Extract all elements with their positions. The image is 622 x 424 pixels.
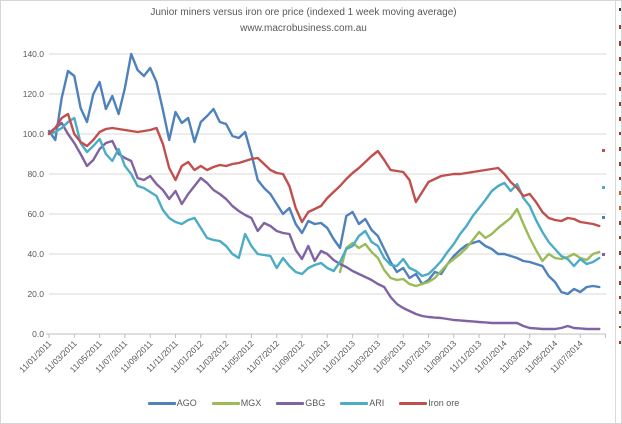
legend-line-swatch xyxy=(147,401,176,405)
edge-mark xyxy=(619,221,621,225)
legend-line-swatch xyxy=(399,401,428,405)
right-margin-artifacts xyxy=(602,1,621,423)
edge-dot xyxy=(602,186,605,189)
edge-dot xyxy=(602,149,605,152)
y-tick-label: 40.0 xyxy=(27,249,44,259)
y-tick-label: 120.0 xyxy=(23,89,45,99)
edge-mark xyxy=(619,281,621,285)
legend-line-swatch xyxy=(211,401,240,405)
series-line-iron-ore xyxy=(47,112,601,228)
edge-mark xyxy=(619,177,621,180)
chart-title: Junior miners versus iron ore price (ind… xyxy=(150,7,457,18)
edge-mark xyxy=(619,191,621,195)
legend-line-swatch xyxy=(340,401,369,405)
y-tick-label: 80.0 xyxy=(27,169,44,179)
series-lines xyxy=(47,52,601,331)
edge-mark xyxy=(619,162,621,166)
edge-mark xyxy=(619,117,621,121)
y-tick-label: 0.0 xyxy=(32,329,44,339)
series-line-ari xyxy=(47,116,601,278)
legend-item-ari: ARI xyxy=(340,398,384,408)
edge-mark xyxy=(619,296,621,299)
legend-label: AGO xyxy=(176,398,197,408)
series-line-ago xyxy=(47,52,601,296)
legend-label: GBG xyxy=(305,398,326,408)
edge-mark xyxy=(619,266,621,269)
edge-mark xyxy=(619,25,621,29)
legend-label: MGX xyxy=(240,398,262,408)
edge-mark xyxy=(619,102,621,106)
edge-mark xyxy=(619,72,621,75)
y-tick-label: 100.0 xyxy=(23,129,45,139)
edge-mark xyxy=(619,341,621,344)
edge-mark xyxy=(619,132,621,135)
edge-mark xyxy=(619,236,621,239)
edge-dot xyxy=(602,216,605,219)
edge-mark xyxy=(619,311,621,314)
edge-dot xyxy=(602,253,605,256)
chart-subtitle: www.macrobusiness.com.au xyxy=(240,23,367,34)
y-tick-label: 140.0 xyxy=(23,49,45,59)
legend-item-gbg: GBG xyxy=(276,398,325,408)
y-tick-label: 60.0 xyxy=(27,209,44,219)
legend-label: ARI xyxy=(369,398,385,408)
legend-label: Iron ore xyxy=(428,398,460,408)
chart-legend: AGO MGX GBG ARI Iron ore xyxy=(1,398,606,408)
edge-mark xyxy=(619,206,621,210)
edge-mark xyxy=(619,326,621,328)
edge-mark xyxy=(619,251,621,255)
edge-mark xyxy=(619,41,621,46)
x-axis: 11/01/201111/03/201111/05/201111/07/2011… xyxy=(17,333,607,375)
legend-item-mgx: MGX xyxy=(211,398,262,408)
y-tick-label: 20.0 xyxy=(27,289,44,299)
legend-line-swatch xyxy=(276,401,305,405)
edge-mark xyxy=(619,57,621,61)
edge-mark xyxy=(619,8,621,11)
edge-mark xyxy=(619,147,621,151)
series-line-gbg xyxy=(47,121,601,331)
edge-mark xyxy=(619,87,621,91)
series-line-mgx xyxy=(338,207,601,288)
gridlines: 0.0 20.0 40.0 60.0 80.0 100.0 120.0 140.0 xyxy=(23,49,606,339)
legend-item-ago: AGO xyxy=(147,398,197,408)
legend-item-iron-ore: Iron ore xyxy=(399,398,459,408)
